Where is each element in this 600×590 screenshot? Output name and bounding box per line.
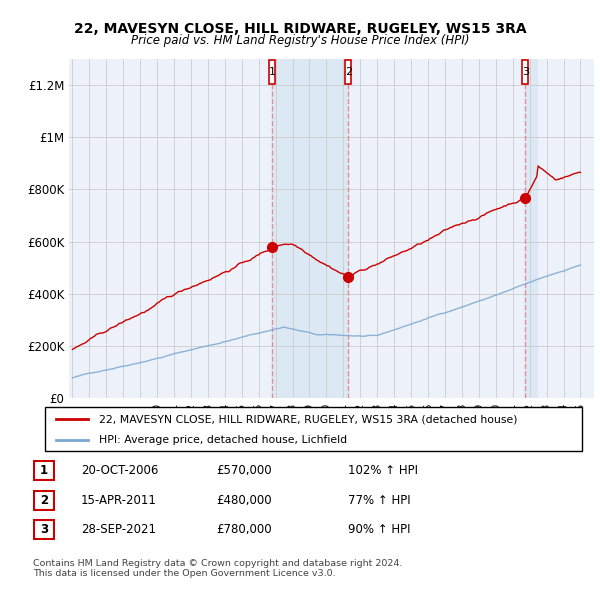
Text: Contains HM Land Registry data © Crown copyright and database right 2024.
This d: Contains HM Land Registry data © Crown c… — [33, 559, 403, 578]
FancyBboxPatch shape — [34, 461, 53, 480]
Text: £570,000: £570,000 — [216, 464, 272, 477]
Text: 15-APR-2011: 15-APR-2011 — [81, 494, 157, 507]
Bar — [526, 59, 537, 398]
Text: 1: 1 — [269, 67, 276, 77]
Text: HPI: Average price, detached house, Lichfield: HPI: Average price, detached house, Lich… — [98, 435, 347, 445]
Text: 1: 1 — [40, 464, 48, 477]
Bar — [272, 59, 349, 398]
Text: 77% ↑ HPI: 77% ↑ HPI — [348, 494, 410, 507]
FancyBboxPatch shape — [523, 60, 529, 84]
Text: £780,000: £780,000 — [216, 523, 272, 536]
Text: 3: 3 — [40, 523, 48, 536]
Text: £480,000: £480,000 — [216, 494, 272, 507]
Text: 2: 2 — [40, 494, 48, 507]
FancyBboxPatch shape — [34, 491, 53, 510]
Text: Price paid vs. HM Land Registry's House Price Index (HPI): Price paid vs. HM Land Registry's House … — [131, 34, 469, 47]
Text: 22, MAVESYN CLOSE, HILL RIDWARE, RUGELEY, WS15 3RA: 22, MAVESYN CLOSE, HILL RIDWARE, RUGELEY… — [74, 22, 526, 36]
Text: 102% ↑ HPI: 102% ↑ HPI — [348, 464, 418, 477]
FancyBboxPatch shape — [34, 520, 53, 539]
Text: 22, MAVESYN CLOSE, HILL RIDWARE, RUGELEY, WS15 3RA (detached house): 22, MAVESYN CLOSE, HILL RIDWARE, RUGELEY… — [98, 415, 517, 424]
FancyBboxPatch shape — [45, 407, 582, 451]
FancyBboxPatch shape — [346, 60, 352, 84]
Text: 20-OCT-2006: 20-OCT-2006 — [81, 464, 158, 477]
Text: 90% ↑ HPI: 90% ↑ HPI — [348, 523, 410, 536]
FancyBboxPatch shape — [269, 60, 275, 84]
Text: 2: 2 — [345, 67, 352, 77]
Text: 3: 3 — [522, 67, 529, 77]
Text: 28-SEP-2021: 28-SEP-2021 — [81, 523, 156, 536]
